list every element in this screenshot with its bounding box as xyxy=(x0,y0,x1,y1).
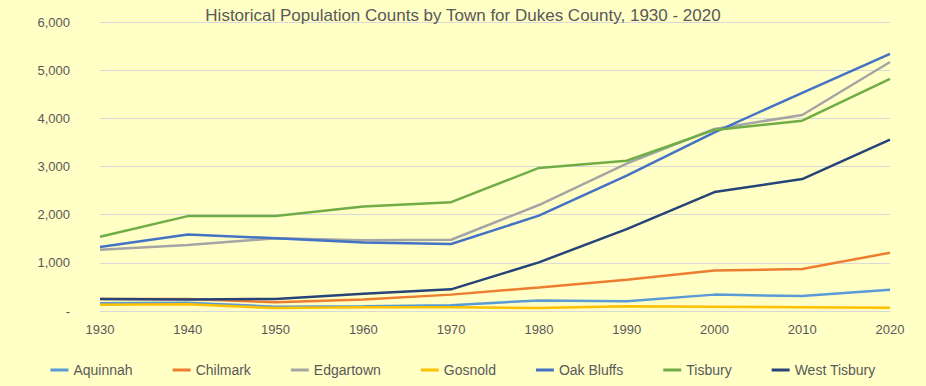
svg-text:1960: 1960 xyxy=(349,322,378,337)
svg-text:4,000: 4,000 xyxy=(37,111,70,126)
svg-text:2000: 2000 xyxy=(700,322,729,337)
svg-text:2,000: 2,000 xyxy=(37,207,70,222)
svg-text:Historical Population Counts b: Historical Population Counts by Town for… xyxy=(205,6,720,25)
svg-text:Aquinnah: Aquinnah xyxy=(73,362,132,378)
svg-text:West Tisbury: West Tisbury xyxy=(795,362,876,378)
svg-text:Oak Bluffs: Oak Bluffs xyxy=(559,362,623,378)
svg-text:2020: 2020 xyxy=(876,322,905,337)
svg-text:Gosnold: Gosnold xyxy=(444,362,496,378)
svg-text:1940: 1940 xyxy=(173,322,202,337)
svg-text:Tisbury: Tisbury xyxy=(686,362,731,378)
svg-text:-: - xyxy=(66,304,70,319)
svg-text:1990: 1990 xyxy=(612,322,641,337)
svg-text:1930: 1930 xyxy=(86,322,115,337)
svg-text:1950: 1950 xyxy=(261,322,290,337)
svg-text:6,000: 6,000 xyxy=(37,15,70,30)
svg-text:1970: 1970 xyxy=(437,322,466,337)
svg-text:5,000: 5,000 xyxy=(37,63,70,78)
svg-text:Edgartown: Edgartown xyxy=(314,362,381,378)
svg-text:Chilmark: Chilmark xyxy=(196,362,252,378)
svg-text:2010: 2010 xyxy=(788,322,817,337)
svg-text:3,000: 3,000 xyxy=(37,159,70,174)
svg-text:1980: 1980 xyxy=(524,322,553,337)
svg-text:1,000: 1,000 xyxy=(37,255,70,270)
